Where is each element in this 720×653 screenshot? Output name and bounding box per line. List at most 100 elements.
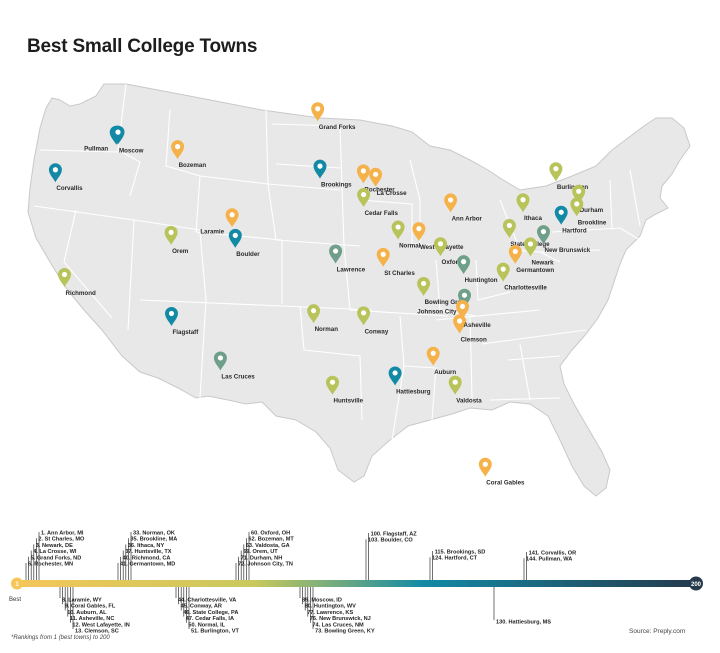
map-pin-icon <box>434 237 447 257</box>
map-pin-icon <box>417 276 431 296</box>
map-pin-center <box>457 318 463 324</box>
city-label: Valdosta <box>456 398 482 405</box>
map-pin-center <box>175 144 181 150</box>
city-marker-asheville: Asheville <box>456 299 491 329</box>
city-label: Las Cruces <box>221 373 255 380</box>
map-pin-center <box>333 248 339 254</box>
map-pin-icon <box>356 164 370 184</box>
map-pin-center <box>360 168 366 174</box>
rank-entry: 37. Huntsville, TX <box>125 549 172 555</box>
rank-entry: 130. Hattiesburg, MS <box>496 620 551 626</box>
city-label: Bozeman <box>179 162 207 169</box>
rank-entry: 141. Corvallis, OR <box>529 551 577 557</box>
rank-entry: 69. Orem, UT <box>243 549 278 555</box>
map-pin-icon <box>524 237 537 257</box>
rank-entry: 6. Rochester, MN <box>28 562 73 568</box>
city-marker-grand-forks: Grand Forks <box>311 102 356 131</box>
map-pin-center <box>395 224 401 230</box>
map-pin-icon <box>448 375 462 395</box>
map-pin-icon <box>456 299 469 319</box>
city-label: La Crosse <box>377 190 407 197</box>
rank-entry: 103. Boulder, CO <box>368 538 413 544</box>
rank-entry: 46. State College, PA <box>183 610 238 616</box>
rank-entry: 76. New Brunswick, NJ <box>310 616 371 622</box>
city-marker-norman: Norman <box>307 304 338 333</box>
map-pin-icon <box>165 306 178 326</box>
city-markers: Pullman Moscow Corvallis Bozeman Grand Forks… <box>48 102 607 487</box>
map-pin-center <box>500 266 506 272</box>
map-pin-center <box>512 248 518 255</box>
city-marker-durham: Durham <box>572 184 604 214</box>
rank-entry: 47. Cedar Falls, IA <box>186 616 234 622</box>
rank-entry: 13. Clemson, SC <box>75 629 119 635</box>
city-label: Pullman <box>84 146 108 153</box>
rank-entry: 11. Asheville, NC <box>70 616 115 622</box>
city-label: Cedar Falls <box>365 210 399 217</box>
map-pin-center <box>574 201 580 207</box>
map-pin-icon <box>369 167 383 187</box>
city-label: Lawrence <box>337 267 366 274</box>
map-pin-icon <box>58 267 71 287</box>
rank-entry: 115. Brookings, SD <box>435 550 486 556</box>
city-label: Bowling Green <box>425 299 469 306</box>
city-marker-normal: Normal <box>391 220 421 250</box>
map-pin-center <box>558 209 564 215</box>
city-marker-las-cruces: Las Cruces <box>213 351 255 380</box>
city-label: Rochester <box>364 186 395 193</box>
land-mass <box>27 83 691 497</box>
city-label: Germantown <box>516 267 554 274</box>
city-marker-st-charles: St Charles <box>376 247 415 277</box>
scale-end-dot <box>689 576 703 591</box>
map-pin-icon <box>391 220 405 240</box>
city-marker-conway: Conway <box>357 306 389 335</box>
rank-entry: 80. Huntington, WV <box>305 604 357 610</box>
map-pin-center <box>361 310 367 316</box>
city-marker-hattiesburg: Hattiesburg <box>388 366 431 395</box>
rank-entry: 1. Ann Arbor, MI <box>41 531 84 537</box>
map-pin-icon <box>508 244 522 264</box>
map-pin-icon <box>388 366 402 386</box>
city-marker-huntington: Huntington <box>457 255 498 284</box>
city-marker-lawrence: Lawrence <box>329 244 366 274</box>
rank-entry: 9. Coral Gables, FL <box>65 604 116 610</box>
city-marker-bowling-green: Bowling Green <box>417 276 469 306</box>
map-pin-icon <box>496 262 510 282</box>
footnote: *Rankings from 1 (best towns) to 200 <box>11 635 110 641</box>
map-pin-icon <box>572 184 586 204</box>
map-pin-icon <box>502 218 516 238</box>
city-label: Charlottesville <box>504 285 547 292</box>
city-label: Coral Gables <box>486 480 525 487</box>
rank-labels: 1. Ann Arbor, MI2. St Charles, MO3. Newa… <box>28 531 576 635</box>
city-marker-charlottesville: Charlottesville <box>496 262 547 292</box>
map-pin-center <box>329 379 336 385</box>
map-pin-center <box>540 228 547 235</box>
rank-entry: 50. Normal, IL <box>188 622 225 628</box>
map-pin-icon <box>376 247 390 267</box>
scale-start-dot <box>11 577 23 590</box>
map-pin-center <box>421 280 427 287</box>
rank-entry: 3. Newark, DE <box>36 543 73 549</box>
city-marker-cedar-falls: Cedar Falls <box>357 188 399 217</box>
map-pin-center <box>553 166 559 172</box>
rank-entry: 41. Germantown, MD <box>120 562 175 568</box>
map-pin-icon <box>457 255 471 275</box>
city-marker-oxford: Oxford <box>434 237 462 266</box>
city-marker-richmond: Richmond <box>58 267 96 297</box>
ranking-scale: 1 200 1. Ann Arbor, MI2. St Charles, MO3… <box>11 531 703 635</box>
city-marker-corvallis: Corvallis <box>48 163 83 192</box>
city-label: Brookings <box>321 182 352 189</box>
city-label: Hattiesburg <box>396 388 431 395</box>
rank-entry: 10. Auburn, AL <box>67 610 107 616</box>
source-credit: Source: Preply.com <box>629 628 686 635</box>
city-label: Laramie <box>200 228 224 235</box>
city-label: Ann Arbor <box>452 215 483 222</box>
city-marker-brookings: Brookings <box>313 159 352 189</box>
rank-entry: 63. Valdosta, GA <box>246 543 290 549</box>
city-label: Flagstaff <box>173 329 200 336</box>
map-pin-center <box>392 370 398 376</box>
map-pin-icon <box>111 125 125 145</box>
city-label: Norman <box>315 326 339 333</box>
city-marker-new-brunswick: New Brunswick <box>537 225 591 254</box>
map-pin-icon <box>326 375 339 395</box>
city-label: Boulder <box>236 251 260 258</box>
